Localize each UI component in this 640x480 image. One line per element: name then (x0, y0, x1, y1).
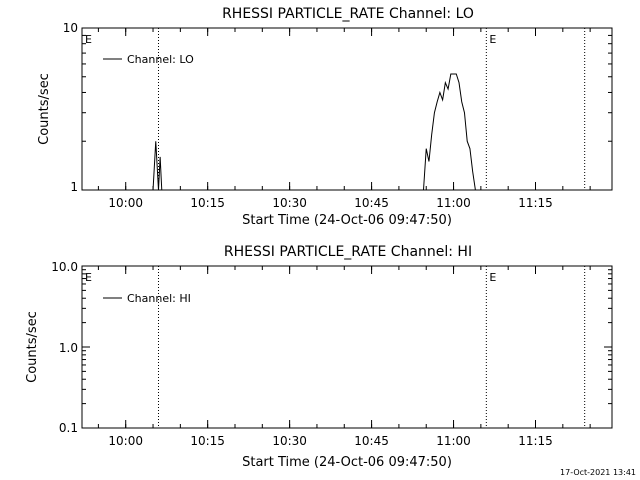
lo-x-tick-label: 11:15 (518, 196, 553, 210)
lo-x-tick-label: 11:00 (436, 196, 471, 210)
hi-y-axis-label: Counts/sec (25, 311, 40, 383)
lo-x-tick-label: 10:15 (190, 196, 225, 210)
lo-y-tick-1: 1 (70, 180, 78, 194)
hi-y-tick-1: 1.0 (59, 341, 78, 355)
hi-x-axis-label: Start Time (24-Oct-06 09:47:50) (242, 455, 452, 470)
lo-series-group (152, 73, 478, 191)
hi-x-tick-label: 10:45 (354, 434, 389, 448)
hi-y-tick-10: 10.0 (51, 260, 78, 274)
hi-plot-frame (81, 265, 613, 429)
lo-y-axis-label: Counts/sec (37, 73, 52, 145)
generation-timestamp: 17-Oct-2021 13:41 (560, 468, 636, 477)
hi-x-ticks: 10:00 10:15 10:30 10:45 11:00 11:15 (97, 266, 591, 448)
hi-y-minor-ticks (82, 269, 612, 429)
lo-x-tick-label: 10:00 (108, 196, 143, 210)
hi-event-marker-label: E (489, 271, 496, 284)
lo-event-marker-label: E (85, 33, 92, 46)
lo-y-minor-ticks (82, 34, 612, 191)
hi-legend: Channel: HI (103, 292, 191, 305)
lo-legend: Channel: LO (103, 53, 194, 66)
lo-event-marker-label: E (489, 33, 496, 46)
hi-x-tick-label: 10:30 (272, 434, 307, 448)
lo-x-ticks: 10:00 10:15 10:30 10:45 11:00 11:15 (97, 28, 591, 210)
hi-channel-panel: RHESSI PARTICLE_RATE Channel: HI Counts/… (25, 244, 613, 470)
hi-event-marker-label: E (85, 271, 92, 284)
hi-legend-label: Channel: HI (127, 292, 191, 305)
lo-chart-title: RHESSI PARTICLE_RATE Channel: LO (222, 6, 474, 22)
lo-x-axis-label: Start Time (24-Oct-06 09:47:50) (242, 213, 452, 228)
hi-x-tick-label: 10:15 (190, 434, 225, 448)
lo-plot-frame (81, 27, 613, 191)
hi-x-tick-label: 10:00 (108, 434, 143, 448)
hi-x-tick-label: 11:15 (518, 434, 553, 448)
lo-x-tick-label: 10:30 (272, 196, 307, 210)
lo-channel-panel: RHESSI PARTICLE_RATE Channel: LO Counts/… (37, 6, 613, 228)
hi-chart-title: RHESSI PARTICLE_RATE Channel: HI (224, 244, 472, 260)
lo-series-line (152, 73, 478, 191)
lo-x-tick-label: 10:45 (354, 196, 389, 210)
hi-x-tick-label: 11:00 (436, 434, 471, 448)
lo-y-tick-10: 10 (63, 21, 78, 35)
lo-legend-label: Channel: LO (127, 53, 194, 66)
hi-y-tick-01: 0.1 (59, 421, 78, 435)
